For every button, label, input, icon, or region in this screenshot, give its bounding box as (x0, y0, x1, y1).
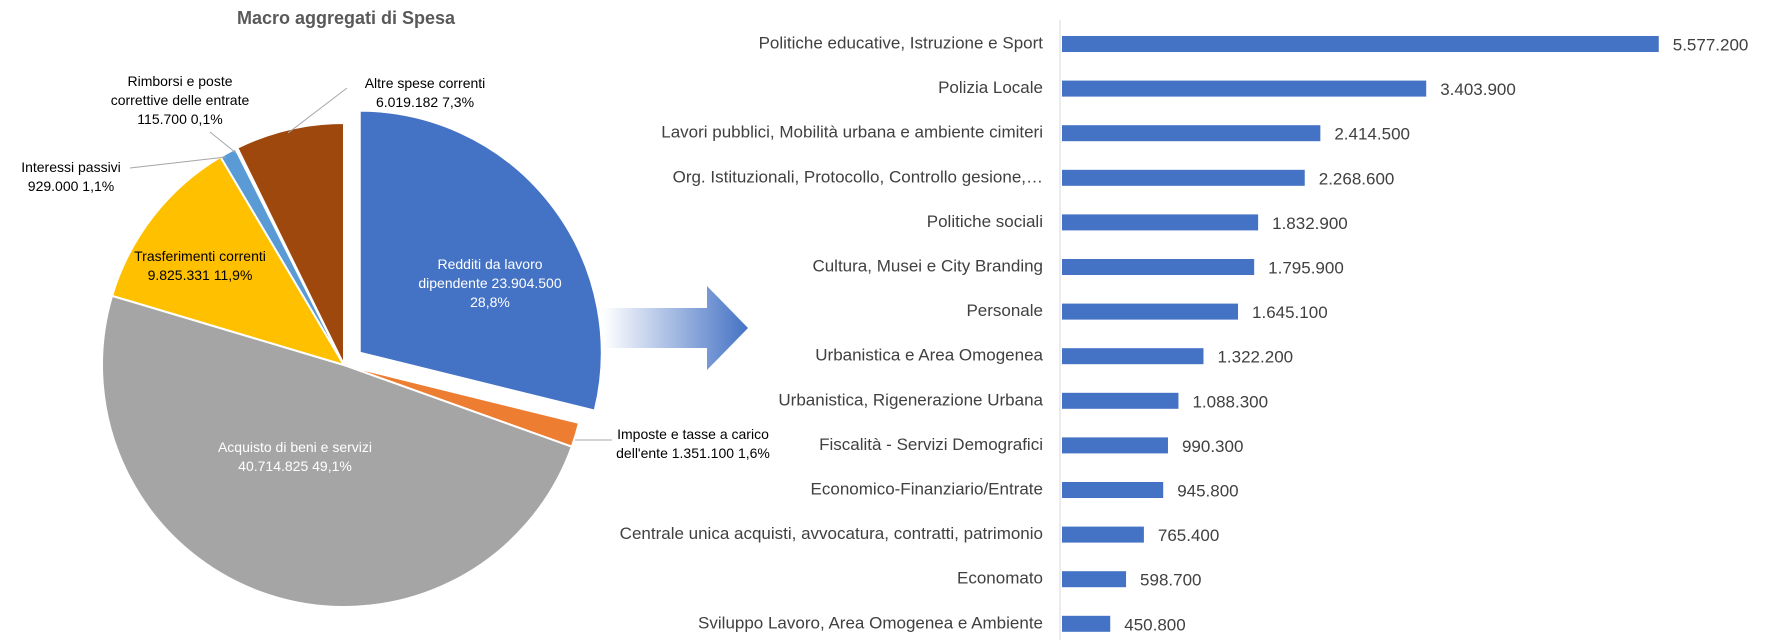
bar (1062, 80, 1427, 97)
pie-label: Acquisto di beni e servizi 40.714.825 49… (215, 438, 375, 476)
bar-category: Economico-Finanziario/Entrate (811, 479, 1043, 498)
bar-value: 5.577.200 (1673, 35, 1749, 54)
bar-category: Org. Istituzionali, Protocollo, Controll… (673, 167, 1043, 186)
slice-name: Redditi da lavoro dipendente (418, 256, 543, 291)
slice-value: 40.714.825 (238, 458, 309, 474)
pie-label: Redditi da lavoro dipendente 23.904.500 … (403, 255, 578, 312)
slice-value: 1.351.100 (671, 445, 735, 461)
slice-value: 929.000 (27, 178, 79, 194)
slice-percent: 7,3% (442, 94, 475, 110)
slice-percent: 1,6% (737, 445, 770, 461)
slice-value: 9.825.331 (147, 267, 210, 283)
leader-line (129, 156, 227, 169)
bar (1062, 303, 1239, 320)
bar-value: 450.800 (1124, 615, 1185, 634)
pie-label: Interessi passivi 929.000 1,1% (1, 158, 141, 196)
bar (1062, 615, 1111, 632)
leader-line (209, 131, 237, 154)
bar (1062, 526, 1144, 543)
bar-category: Urbanistica, Rigenerazione Urbana (778, 390, 1043, 409)
bar-value: 598.700 (1140, 571, 1201, 590)
slice-value: 115.700 (137, 111, 187, 127)
pie-label: Imposte e tasse a carico dell'ente 1.351… (606, 425, 781, 463)
slice-name: Rimborsi e poste correttive delle entrat… (110, 73, 250, 108)
slice-percent: 49,1% (312, 458, 352, 474)
bar-category: Economato (957, 569, 1043, 588)
bar-value: 1.088.300 (1192, 392, 1268, 411)
pie-slice (101, 294, 574, 608)
bar (1062, 348, 1204, 365)
bar-category: Fiscalità - Servizi Demografici (819, 435, 1043, 454)
bar-value: 945.800 (1177, 481, 1238, 500)
bar-category: Cultura, Musei e City Branding (812, 256, 1043, 275)
slice-percent: 28,8% (470, 294, 510, 310)
slice-value: 6.019.182 (375, 94, 439, 110)
pie-label: Trasferimenti correnti 9.825.331 11,9% (128, 247, 273, 285)
bar (1062, 392, 1179, 409)
bar-value: 1.645.100 (1252, 303, 1328, 322)
bar (1062, 36, 1659, 52)
bar-value: 2.414.500 (1334, 125, 1410, 144)
bar-value: 1.795.900 (1268, 258, 1344, 277)
bar-category: Centrale unica acquisti, avvocatura, con… (620, 524, 1043, 543)
bar-category: Sviluppo Lavoro, Area Omogenea e Ambient… (698, 613, 1043, 632)
bar-value: 1.322.200 (1217, 348, 1293, 367)
bar (1062, 437, 1168, 454)
pie-label: Rimborsi e poste correttive delle entrat… (98, 72, 263, 129)
slice-percent: 1,1% (82, 178, 115, 194)
bar-category: Personale (966, 301, 1043, 320)
slice-percent: 11,9% (213, 267, 253, 283)
bar (1062, 482, 1164, 498)
leader-line (287, 87, 348, 134)
bar-value: 2.268.600 (1319, 169, 1395, 188)
slice-percent: 0,1% (190, 111, 223, 127)
pie-slice (358, 109, 603, 412)
bar-category: Lavori pubblici, Mobilità urbana e ambie… (661, 123, 1043, 142)
bar-category: Urbanistica e Area Omogenea (815, 346, 1043, 365)
pie-label: Altre spese correnti 6.019.182 7,3% (340, 74, 510, 112)
bar (1062, 214, 1259, 231)
arrow (603, 286, 748, 370)
bar (1062, 125, 1321, 142)
slice-name: Interessi passivi (21, 159, 121, 175)
bar-value: 990.300 (1182, 437, 1243, 456)
slice-name: Imposte e tasse a carico dell'ente (616, 426, 769, 461)
slice-name: Acquisto di beni e servizi (217, 439, 373, 455)
pie-slice (236, 121, 345, 366)
bar (1062, 571, 1127, 588)
bar-value: 765.400 (1158, 526, 1219, 545)
bar-category: Politiche sociali (927, 212, 1043, 231)
slice-name: Altre spese correnti (364, 75, 486, 91)
slice-value: 23.904.500 (491, 275, 562, 291)
slice-name: Trasferimenti correnti (134, 248, 266, 264)
pie-title: Macro aggregati di Spesa (237, 8, 456, 28)
bar-value: 1.832.900 (1272, 214, 1348, 233)
bar (1062, 169, 1305, 186)
bar-category: Polizia Locale (938, 78, 1043, 97)
pie-slice (110, 155, 347, 367)
bar (1062, 259, 1255, 275)
bar-category: Politiche educative, Istruzione e Sport (759, 33, 1044, 52)
bar-value: 3.403.900 (1440, 80, 1516, 99)
